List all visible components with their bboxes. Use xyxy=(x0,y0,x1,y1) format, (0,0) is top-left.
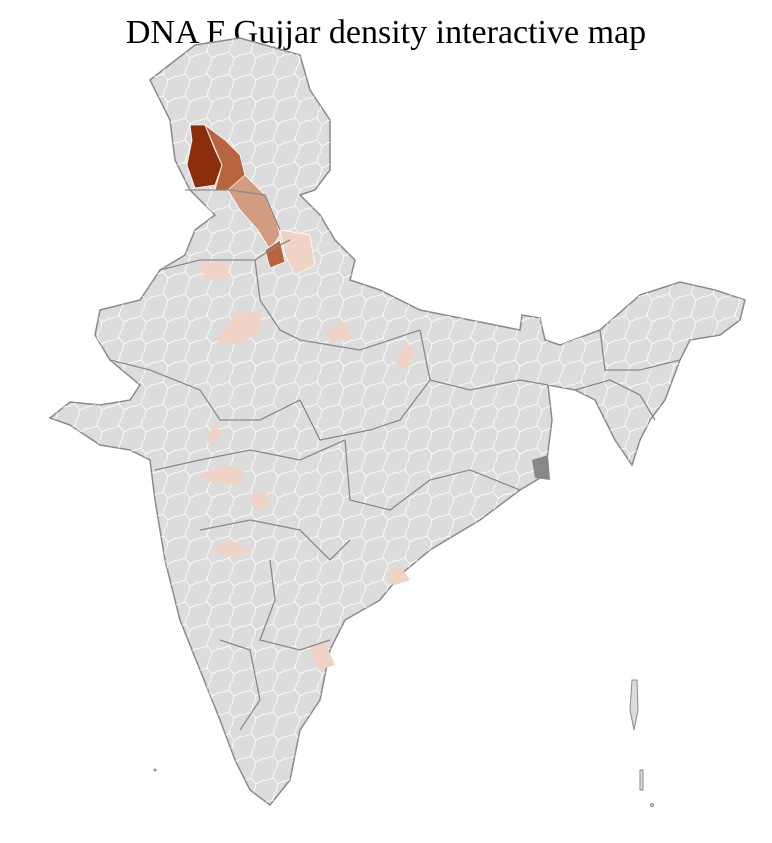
region-low-mh-north[interactable] xyxy=(250,490,270,510)
region-low-mh-central[interactable] xyxy=(210,540,250,558)
region-medium-uk[interactable] xyxy=(264,239,286,269)
nicobar-islands xyxy=(639,769,644,791)
region-low-tn[interactable] xyxy=(310,642,335,670)
region-low-up-central[interactable] xyxy=(325,322,350,342)
andaman-islands xyxy=(629,679,639,731)
islands xyxy=(153,679,654,807)
highlighted-districts xyxy=(186,123,415,670)
state-borders xyxy=(109,189,681,731)
region-low-bihar[interactable] xyxy=(395,342,415,370)
region-low-odisha[interactable] xyxy=(385,565,410,585)
region-medium-hp[interactable] xyxy=(227,174,281,251)
sundarbans xyxy=(532,455,550,480)
region-low-gujarat[interactable] xyxy=(205,425,222,445)
region-low-raj-north[interactable] xyxy=(200,262,230,280)
region-low-mp[interactable] xyxy=(200,465,245,485)
region-low-raj-east[interactable] xyxy=(215,310,262,345)
